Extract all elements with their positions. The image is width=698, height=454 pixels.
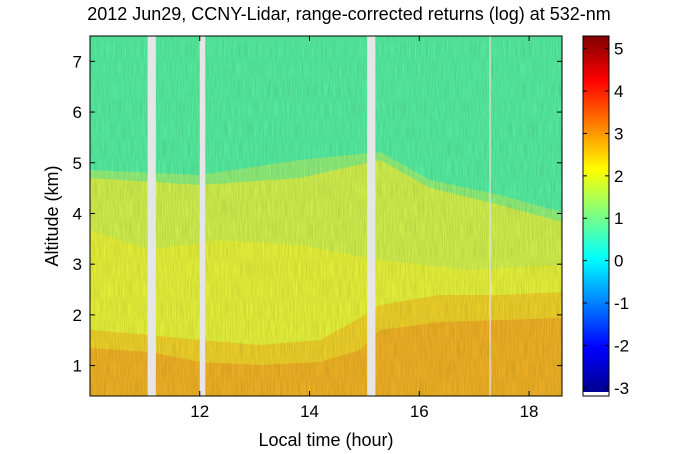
colorbar-tick-label: 2 [614, 167, 623, 186]
y-tick-label: 1 [73, 357, 82, 376]
y-axis-label: Altitude (km) [42, 165, 62, 266]
x-tick-label: 12 [190, 402, 209, 421]
chart-title: 2012 Jun29, CCNY-Lidar, range-corrected … [87, 4, 611, 24]
heatmap [90, 36, 562, 396]
colorbar-gradient [583, 36, 609, 392]
colorbar-tick-label: 5 [614, 40, 623, 59]
data-gap [199, 36, 206, 396]
y-tick-label: 2 [73, 306, 82, 325]
x-tick-label: 16 [410, 402, 429, 421]
colorbar-ticks: -3 -2 -1 0 1 2 3 4 5 [583, 40, 629, 398]
data-gap [489, 36, 491, 396]
y-tick-label: 5 [73, 154, 82, 173]
data-gap [367, 36, 376, 396]
y-tick-label: 3 [73, 255, 82, 274]
colorbar-tick-label: 3 [614, 124, 623, 143]
colorbar-tick-label: -3 [614, 379, 629, 398]
colorbar-frame [582, 35, 610, 397]
y-axis-ticks: 1 2 3 4 5 6 7 [73, 52, 562, 376]
x-axis-label: Local time (hour) [258, 430, 393, 450]
colorbar-tick-label: 1 [614, 209, 623, 228]
colorbar-tick-label: 0 [614, 252, 623, 271]
colorbar: -3 -2 -1 0 1 2 3 4 5 [582, 35, 629, 398]
y-tick-label: 6 [73, 103, 82, 122]
data-gaps [147, 36, 491, 396]
colorbar-tick-label: 4 [614, 82, 623, 101]
colorbar-tick-label: -1 [614, 294, 629, 313]
y-tick-label: 7 [73, 52, 82, 71]
texture-overlay [90, 36, 562, 396]
colorbar-tick-label: -2 [614, 336, 629, 355]
x-tick-label: 18 [520, 402, 539, 421]
x-axis-ticks: 12 14 16 18 [190, 36, 539, 421]
plot-frame [89, 35, 563, 397]
data-gap [147, 36, 156, 396]
y-tick-label: 4 [73, 204, 82, 223]
x-tick-label: 14 [300, 402, 319, 421]
